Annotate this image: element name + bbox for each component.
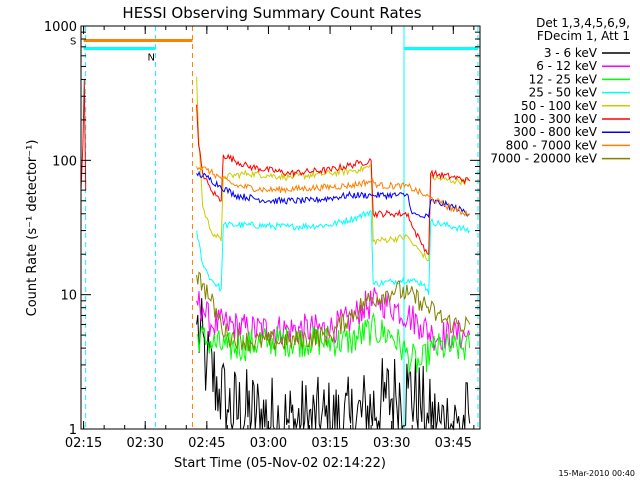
timestamp: 15-Mar-2010 00:40 bbox=[559, 469, 636, 478]
plot-frame bbox=[80, 25, 481, 430]
legend-label: 100 - 300 keV bbox=[513, 112, 597, 126]
series-line-7000-20000-kev bbox=[196, 271, 471, 352]
series-line-800-7000-kev bbox=[196, 166, 471, 217]
chart-title: HESSI Observing Summary Count Rates bbox=[122, 4, 421, 22]
legend-header-line-2: FDecim 1, Att 1 bbox=[537, 29, 630, 43]
legend: Det 1,3,4,5,6,9, FDecim 1, Att 1 3 - 6 k… bbox=[490, 16, 630, 166]
y-tick-label: 100 bbox=[52, 154, 77, 169]
plot-area: SN bbox=[70, 26, 479, 431]
x-tick-label: 02:30 bbox=[126, 436, 163, 451]
early-spike-line bbox=[80, 79, 87, 191]
legend-label: 3 - 6 keV bbox=[544, 46, 598, 60]
legend-label: 50 - 100 keV bbox=[521, 99, 598, 113]
series-line-100-300-kev bbox=[196, 104, 471, 255]
legend-label: 7000 - 20000 keV bbox=[490, 152, 597, 166]
flag-label-n: N bbox=[147, 52, 154, 63]
axis-ticks: 02:15 02:30 02:45 03:00 03:15 03:30 03:45 1 10 10… bbox=[44, 20, 480, 451]
series-line-50-100-kev bbox=[196, 76, 471, 262]
y-tick-label: 1000 bbox=[44, 20, 77, 35]
x-axis-label: Start Time (05-Nov-02 02:14:22) bbox=[174, 456, 386, 471]
y-tick-label: 10 bbox=[60, 289, 77, 304]
x-tick-label: 03:45 bbox=[435, 436, 472, 451]
x-tick-label: 03:30 bbox=[373, 436, 410, 451]
legend-header-line-1: Det 1,3,4,5,6,9, bbox=[536, 16, 630, 30]
flag-label-s: S bbox=[70, 36, 76, 47]
y-tick-label: 1 bbox=[69, 423, 77, 438]
x-tick-label: 03:15 bbox=[311, 436, 348, 451]
x-tick-label: 03:00 bbox=[250, 436, 287, 451]
legend-label: 12 - 25 keV bbox=[529, 72, 598, 86]
series-line-6-12-kev bbox=[196, 287, 471, 352]
legend-label: 300 - 800 keV bbox=[513, 125, 597, 139]
x-tick-label: 02:45 bbox=[188, 436, 225, 451]
series-line-300-800-kev bbox=[196, 170, 470, 219]
legend-label: 800 - 7000 keV bbox=[506, 138, 598, 152]
legend-label: 25 - 50 keV bbox=[529, 86, 598, 100]
legend-label: 6 - 12 keV bbox=[536, 59, 598, 73]
y-axis-label: Count Rate (s⁻¹ detector⁻¹) bbox=[25, 140, 40, 317]
x-tick-label: 02:15 bbox=[65, 436, 102, 451]
series-line-25-50-kev bbox=[196, 210, 471, 295]
